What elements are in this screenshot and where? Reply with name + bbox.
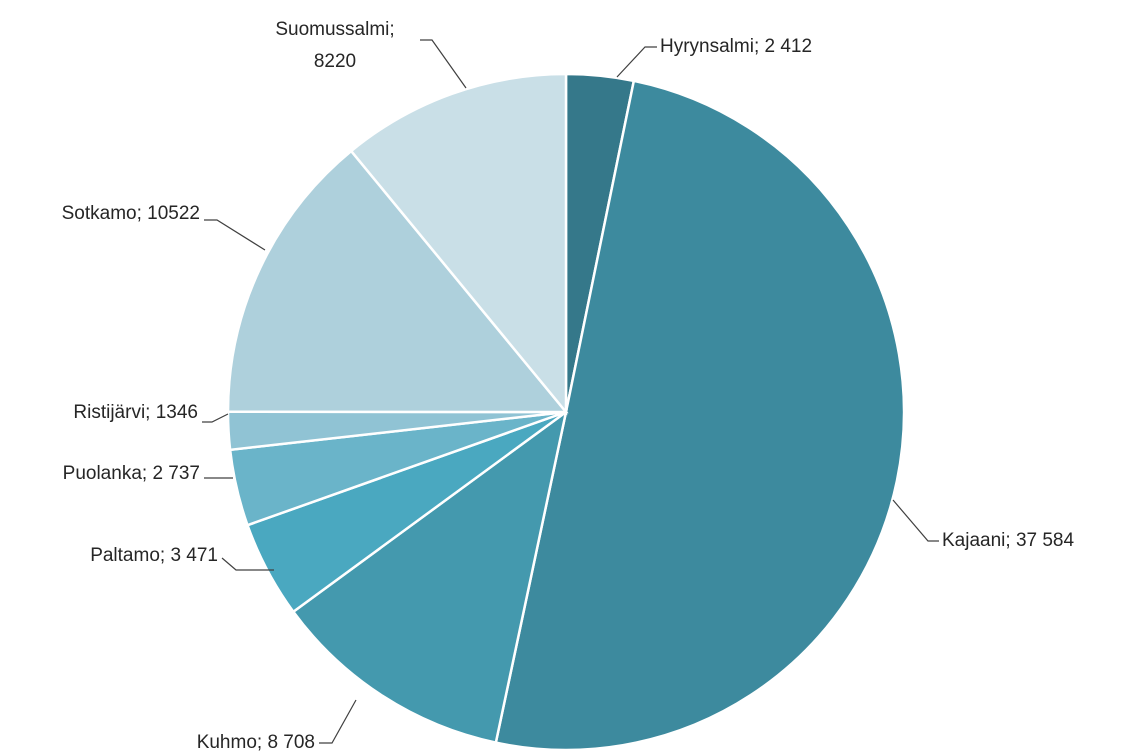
- leader-line: [202, 413, 229, 423]
- data-label: Paltamo; 3 471: [90, 545, 218, 566]
- data-label: Sotkamo; 10522: [62, 203, 200, 224]
- data-label: Kajaani; 37 584: [942, 530, 1074, 551]
- pie-slice: [349, 72, 568, 416]
- data-label: Ristijärvi; 1346: [73, 402, 198, 423]
- leader-line: [319, 699, 357, 744]
- data-label: Kuhmo; 8 708: [197, 732, 315, 753]
- pie-slice: [226, 149, 569, 414]
- data-label: Suomussalmi;: [275, 19, 394, 40]
- pie-slice: [494, 79, 906, 752]
- leader-line: [616, 46, 657, 78]
- leader-line: [204, 219, 266, 251]
- data-label: Puolanka; 2 737: [63, 463, 200, 484]
- leader-line: [892, 499, 939, 542]
- data-label: 8220: [314, 51, 356, 72]
- leader-line: [221, 557, 274, 571]
- leader-line: [420, 39, 467, 89]
- pie-slice: [291, 409, 568, 745]
- data-label: Hyrynsalmi; 2 412: [660, 36, 812, 57]
